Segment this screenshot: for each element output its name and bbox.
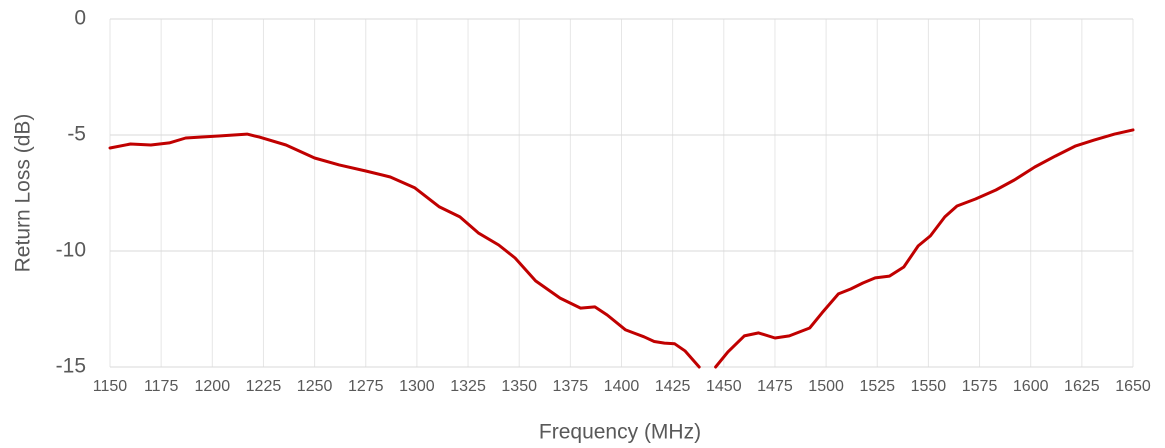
x-tick-label: 1400 (604, 378, 640, 395)
y-tick-label: 0 (74, 7, 86, 30)
x-tick-label: 1575 (962, 378, 998, 395)
x-tick-label: 1500 (808, 378, 844, 395)
x-tick-label: 1150 (93, 378, 128, 395)
x-tick-label: 1325 (450, 378, 486, 395)
y-tick-label: -5 (67, 123, 86, 146)
y-tick-label: -10 (56, 239, 86, 262)
x-tick-label: 1450 (706, 378, 742, 395)
x-tick-label: 1600 (1013, 378, 1049, 395)
x-tick-label: 1475 (757, 378, 793, 395)
x-tick-label: 1375 (553, 378, 589, 395)
x-tick-label: 1550 (911, 378, 947, 395)
x-axis-title: Frequency (MHz) (539, 421, 701, 444)
data-line (108, 132, 701, 369)
x-tick-label: 1425 (655, 378, 691, 395)
x-tick-label: 1525 (859, 378, 895, 395)
y-axis-title: Return Loss (dB) (12, 114, 35, 273)
x-tick-label: 1650 (1115, 378, 1151, 395)
x-tick-label: 1625 (1064, 378, 1100, 395)
y-tick-label: -15 (56, 355, 86, 378)
data-line (714, 128, 1135, 369)
x-tick-label: 1200 (195, 378, 231, 395)
x-tick-label: 1225 (246, 378, 282, 395)
x-tick-label: 1300 (399, 378, 435, 395)
x-tick-label: 1250 (297, 378, 333, 395)
x-tick-label: 1350 (501, 378, 537, 395)
x-tick-label: 1275 (348, 378, 384, 395)
x-tick-label: 1175 (144, 378, 179, 395)
